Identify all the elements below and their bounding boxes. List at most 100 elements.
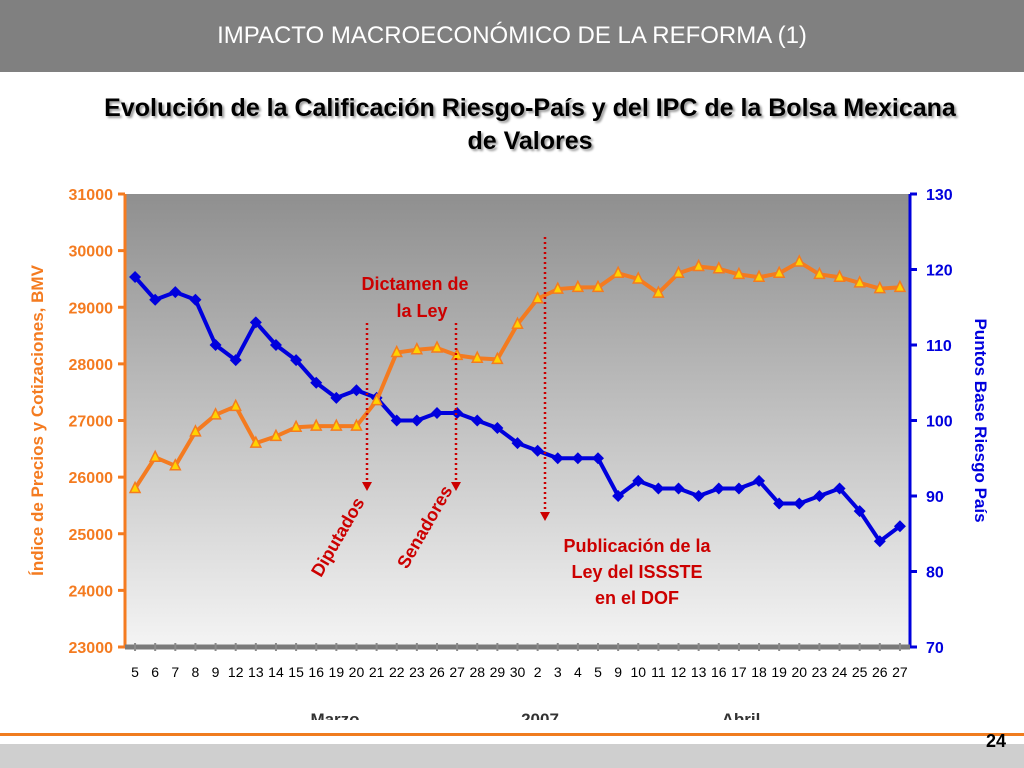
riesgo-pais-marker <box>451 406 464 419</box>
riesgo-pais-marker <box>692 490 705 502</box>
x-tick-label: 22 <box>389 664 405 680</box>
x-tick-label: 4 <box>574 664 582 680</box>
x-tick-label: 20 <box>349 664 365 680</box>
ipc-marker <box>169 458 182 471</box>
x-tick-label: 5 <box>594 664 602 680</box>
x-tick-label: 26 <box>429 664 445 680</box>
riesgo-pais-marker <box>571 452 584 465</box>
right-tick-label: 110 <box>926 338 952 355</box>
riesgo-pais-marker <box>531 444 544 457</box>
riesgo-pais-marker <box>189 293 202 306</box>
x-tick-label: 19 <box>329 664 345 680</box>
x-tick-label: 28 <box>469 664 485 680</box>
x-tick-label: 17 <box>731 664 747 680</box>
x-tick-label: 3 <box>554 664 562 680</box>
riesgo-pais-marker <box>793 497 806 510</box>
riesgo-pais-marker <box>471 414 484 427</box>
riesgo-pais-marker <box>853 505 866 518</box>
riesgo-pais-marker <box>350 384 363 397</box>
ipc-marker <box>813 266 826 280</box>
ipc-marker <box>672 265 685 279</box>
riesgo-pais-marker <box>893 520 906 533</box>
riesgo-pais-marker <box>249 316 262 329</box>
chart-title: Evolución de la Calificación Riesgo-País… <box>104 94 956 155</box>
x-tick-label: 12 <box>671 664 687 680</box>
ipc-marker <box>310 418 323 431</box>
ipc-marker <box>712 261 725 274</box>
right-tick-label: 90 <box>926 489 944 506</box>
dictamen-label-line2: la Ley <box>396 301 447 321</box>
x-tick-label: 16 <box>308 664 324 680</box>
ipc-marker <box>511 316 524 329</box>
footer-bar <box>0 744 1024 768</box>
ipc-marker <box>350 418 363 431</box>
right-tick-label: 80 <box>926 565 944 582</box>
ipc-marker <box>833 269 846 282</box>
ipc-marker <box>249 435 263 448</box>
riesgo-pais-marker <box>310 376 323 389</box>
x-tick-label: 12 <box>228 664 244 680</box>
riesgo-pais-marker <box>149 293 162 306</box>
riesgo-pais-marker <box>873 535 886 548</box>
ipc-marker <box>551 281 564 294</box>
x-tick-label: 13 <box>248 664 264 680</box>
arrow-senadores-head <box>451 482 461 491</box>
left-tick-label: 25000 <box>69 527 114 544</box>
left-tick-label: 23000 <box>69 640 114 657</box>
ipc-marker <box>491 351 504 365</box>
x-tick-label: 6 <box>151 664 159 680</box>
x-tick-label: 2 <box>534 664 542 680</box>
left-tick-label: 24000 <box>69 583 114 600</box>
left-axis-title: Índice de Precios y Cotizaciones, BMV <box>28 264 47 575</box>
x-tick-label: 13 <box>691 664 707 680</box>
riesgo-pais-marker <box>330 391 343 404</box>
ipc-marker <box>772 265 786 279</box>
ipc-marker <box>410 342 424 355</box>
x-tick-label: 11 <box>651 664 666 680</box>
x-tick-label: 21 <box>369 664 385 680</box>
x-tick-label: 25 <box>852 664 868 680</box>
x-tick-label: 24 <box>832 664 848 680</box>
ipc-marker <box>853 275 866 288</box>
publicacion-label-line1: Publicación de la <box>563 536 711 556</box>
riesgo-pais-marker <box>269 339 282 351</box>
riesgo-pais-marker <box>612 490 625 502</box>
left-tick-label: 31000 <box>69 187 114 204</box>
ipc-marker <box>128 480 142 494</box>
year-label: 2007 <box>521 710 559 720</box>
ipc-marker <box>148 449 162 463</box>
riesgo-pais-marker <box>129 271 142 284</box>
ipc-marker <box>752 269 766 282</box>
ipc-marker <box>793 254 806 267</box>
left-tick-label: 28000 <box>69 357 114 374</box>
page-number: 24 <box>985 731 1006 751</box>
x-tick-label: 10 <box>630 664 646 680</box>
right-tick-label: 70 <box>926 640 944 657</box>
left-tick-label: 26000 <box>69 470 114 487</box>
riesgo-pais-marker <box>430 406 443 419</box>
x-tick-label: 14 <box>268 664 284 680</box>
riesgo-pais-marker <box>592 452 605 465</box>
x-tick-label: 23 <box>812 664 828 680</box>
riesgo-pais-marker <box>712 482 725 495</box>
riesgo-pais-marker <box>511 437 524 450</box>
riesgo-pais-marker <box>813 490 826 502</box>
x-tick-label: 18 <box>751 664 767 680</box>
riesgo-pais-marker <box>491 422 504 435</box>
dual-axis-line-chart: 23000 24000 25000 26000 27000 28000 29000 30000… <box>28 187 990 720</box>
left-tick-label: 30000 <box>69 244 114 261</box>
ipc-marker <box>289 419 303 433</box>
x-tick-label: 23 <box>409 664 425 680</box>
riesgo-pais-marker <box>833 482 846 495</box>
arrow-diputados-head <box>362 482 372 491</box>
ipc-marker <box>632 271 645 284</box>
publicacion-label-line3: en el DOF <box>595 588 679 608</box>
ipc-marker <box>209 407 222 420</box>
publicacion-label-line2: Ley del ISSSTE <box>571 562 702 582</box>
right-tick-label: 130 <box>926 187 953 204</box>
ipc-marker <box>330 418 343 431</box>
left-tick-label: 29000 <box>69 300 114 317</box>
x-tick-label: 27 <box>892 664 908 680</box>
right-axis-title: Puntos Base Riesgo País <box>971 318 990 522</box>
x-tick-label: 9 <box>614 664 622 680</box>
